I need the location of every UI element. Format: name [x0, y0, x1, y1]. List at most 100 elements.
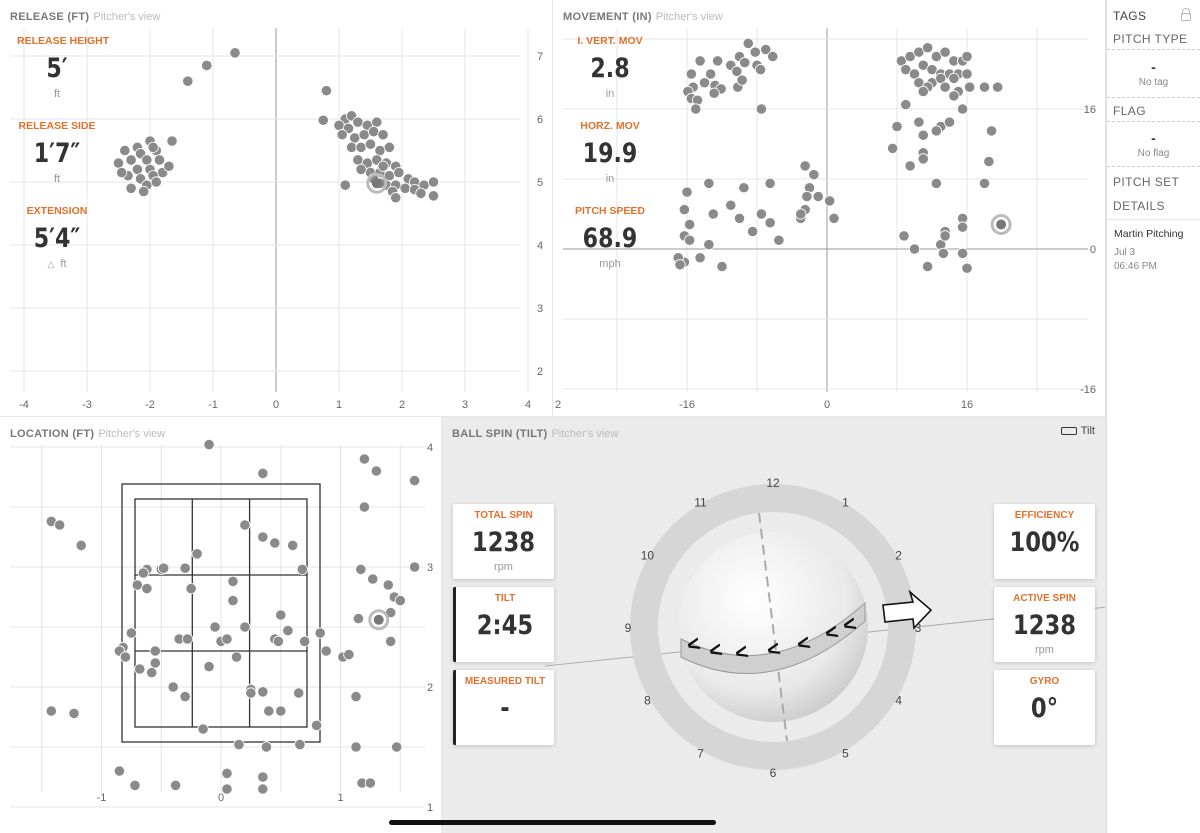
x-tick-label: -3	[82, 399, 92, 411]
location-point	[394, 595, 406, 607]
location-point	[314, 627, 326, 639]
spin-band	[680, 601, 866, 674]
x-tick-label: 1	[336, 399, 342, 411]
movement-point	[712, 55, 724, 67]
measured-tilt-value: -	[500, 693, 510, 724]
tags-header: TAGS	[1107, 0, 1200, 30]
location-point	[299, 635, 311, 647]
location-chart[interactable]: -1 0 1 4 3 2 1	[0, 417, 441, 833]
session-time: 06:46 PM	[1114, 261, 1157, 272]
movement-point	[754, 64, 767, 76]
clock-number: 4	[895, 694, 902, 708]
gyro-card: GYRO 0°	[994, 670, 1095, 745]
clock-number: 7	[697, 747, 704, 761]
release-point	[371, 116, 383, 128]
location-point	[245, 687, 257, 699]
selected-point-ring	[366, 172, 388, 194]
movement-point	[917, 129, 929, 141]
movement-point	[948, 90, 960, 102]
location-point	[257, 531, 269, 543]
extension-stat: EXTENSION 5′4″ △ ft	[17, 205, 97, 270]
pitch-type-field[interactable]: - No tag	[1107, 49, 1200, 98]
movement-point	[939, 230, 951, 242]
total-spin-label: TOTAL SPIN	[474, 510, 533, 521]
movement-point	[708, 87, 720, 99]
clock-number: 1	[842, 495, 849, 509]
release-side-value: 1′7″	[33, 138, 81, 169]
location-point	[367, 573, 379, 585]
location-point	[68, 707, 80, 719]
movement-point	[913, 46, 925, 58]
movement-point	[739, 57, 751, 69]
movement-point	[685, 68, 697, 80]
gyro-value: 0°	[1030, 693, 1059, 724]
release-point	[131, 163, 143, 175]
location-point	[257, 686, 269, 698]
lock-icon[interactable]	[1181, 8, 1191, 21]
tilt-toggle[interactable]: Tilt	[1060, 425, 1095, 437]
location-point	[269, 537, 281, 549]
y-tick-label: 4	[537, 240, 543, 252]
movement-chart[interactable]: 2 -16 0 16 16 0 -16	[553, 0, 1105, 416]
release-point	[352, 116, 364, 128]
movement-point	[935, 72, 947, 84]
flag-value: -	[1151, 130, 1156, 146]
location-title: LOCATION (FT) Pitcher's view	[10, 428, 166, 440]
location-point	[233, 738, 245, 751]
movement-point	[917, 85, 929, 98]
location-point	[343, 649, 355, 661]
home-indicator[interactable]	[389, 820, 716, 825]
pointer-hand-icon	[1060, 427, 1077, 436]
efficiency-card: EFFICIENCY 100%	[994, 504, 1095, 579]
location-point	[221, 633, 233, 645]
clock-number: 5	[842, 747, 849, 761]
y-tick-label: 2	[427, 682, 433, 694]
location-point	[221, 783, 233, 795]
movement-title: MOVEMENT (IN) Pitcher's view	[563, 11, 723, 23]
location-point	[197, 723, 209, 735]
location-point	[169, 779, 182, 791]
y-tick-label: 16	[1084, 104, 1096, 116]
movement-point	[957, 247, 969, 259]
movement-point	[939, 81, 951, 93]
vert-mov-label: I. VERT. MOV	[577, 35, 643, 47]
location-point	[239, 519, 251, 531]
session-details[interactable]: Martin Pitching Jul 3 06:46 PM	[1107, 219, 1200, 272]
total-spin-unit: rpm	[494, 561, 513, 573]
tilt-label: TILT	[494, 593, 516, 604]
location-point	[257, 783, 269, 795]
y-tick-label: 1	[427, 802, 433, 814]
movement-point	[755, 103, 767, 115]
location-point	[294, 738, 306, 751]
location-point	[167, 681, 179, 693]
location-point	[179, 562, 191, 574]
active-spin-card: ACTIVE SPIN 1238 rpm	[994, 587, 1095, 662]
active-spin-unit: rpm	[1035, 644, 1054, 656]
release-chart[interactable]: -4 -3 -2 -1 0 1 2 3 4 7 6 5 4 3 2	[0, 0, 552, 416]
release-height-value: 5′	[46, 53, 68, 84]
location-point	[146, 667, 158, 679]
movement-point	[773, 234, 785, 246]
release-point	[336, 129, 348, 141]
release-point	[427, 190, 440, 202]
flag-field[interactable]: - No flag	[1107, 121, 1200, 167]
tilt-value: 2:45	[476, 610, 534, 641]
spin-direction-chevron: <	[840, 611, 859, 638]
release-point	[320, 85, 332, 97]
efficiency-label: EFFICIENCY	[1014, 510, 1075, 521]
location-point	[134, 663, 146, 675]
movement-point	[964, 81, 976, 93]
movement-point	[684, 218, 696, 231]
x-tick-label: 1	[337, 792, 343, 804]
horz-mov-label: HORZ. MOV	[580, 120, 640, 132]
movement-point	[731, 65, 743, 77]
selected-point-ring	[990, 214, 1012, 235]
clock-number: 6	[770, 766, 777, 780]
pitch-type-value: -	[1151, 59, 1156, 75]
x-tick-label: 4	[525, 399, 531, 411]
movement-point	[992, 81, 1004, 93]
y-tick-label: -16	[1080, 384, 1096, 396]
movement-point	[760, 43, 772, 56]
release-point	[377, 160, 389, 172]
spin-direction-chevron: <	[706, 637, 725, 664]
